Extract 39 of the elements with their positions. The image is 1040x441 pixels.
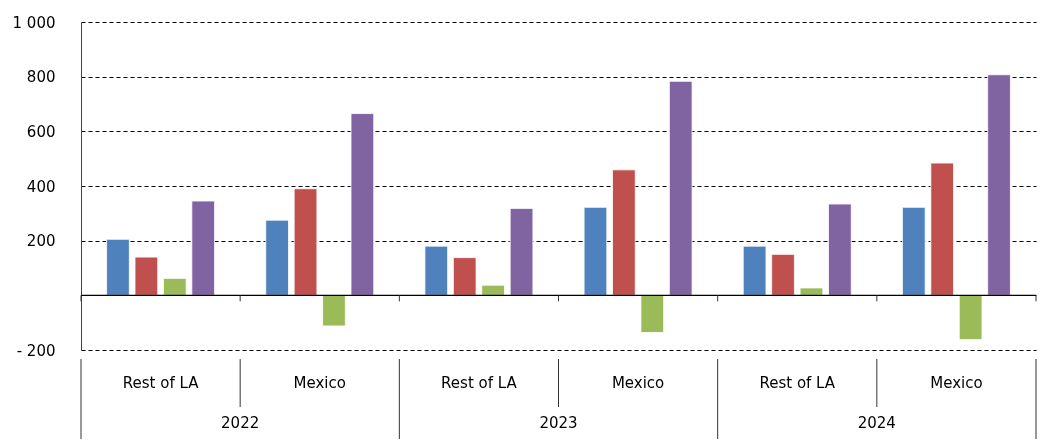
bar	[640, 294, 665, 333]
bar	[481, 284, 505, 296]
text: 2022	[221, 414, 260, 432]
bar	[265, 219, 289, 296]
x-tick-label: Rest of LA	[759, 374, 836, 392]
bar	[134, 256, 159, 296]
bar	[612, 169, 636, 296]
y-tick-label: 600	[26, 122, 56, 141]
bar	[509, 208, 534, 296]
bar	[902, 206, 926, 296]
bar	[987, 74, 1011, 296]
bar	[191, 200, 215, 296]
bar	[106, 238, 130, 296]
x-tick-label: Mexico	[611, 374, 665, 392]
bar	[828, 203, 852, 296]
x-tick-label: Rest of LA	[441, 374, 518, 392]
bar	[958, 294, 983, 341]
y-tick-label: 800	[26, 68, 56, 87]
bar	[583, 206, 608, 296]
x-tick-label: Rest of LA	[122, 374, 200, 392]
y-tick-label: 400	[26, 177, 56, 196]
bar	[799, 287, 824, 296]
bar	[322, 294, 346, 327]
bar	[293, 188, 318, 296]
bar	[350, 113, 375, 296]
bar	[668, 80, 693, 296]
y-tick-label: 200	[26, 232, 56, 251]
text: 2024	[857, 414, 896, 432]
bar	[771, 253, 795, 296]
y-tick-label: 1 000	[12, 13, 56, 32]
bar	[424, 245, 449, 296]
bar	[742, 245, 767, 296]
y-tick-label: - 200	[16, 341, 56, 360]
bar	[163, 277, 187, 296]
x-tick-label: Mexico	[930, 374, 983, 392]
text: 2023	[539, 414, 578, 432]
bar	[930, 162, 954, 296]
bar	[452, 257, 477, 296]
x-tick-label: Mexico	[293, 374, 346, 392]
